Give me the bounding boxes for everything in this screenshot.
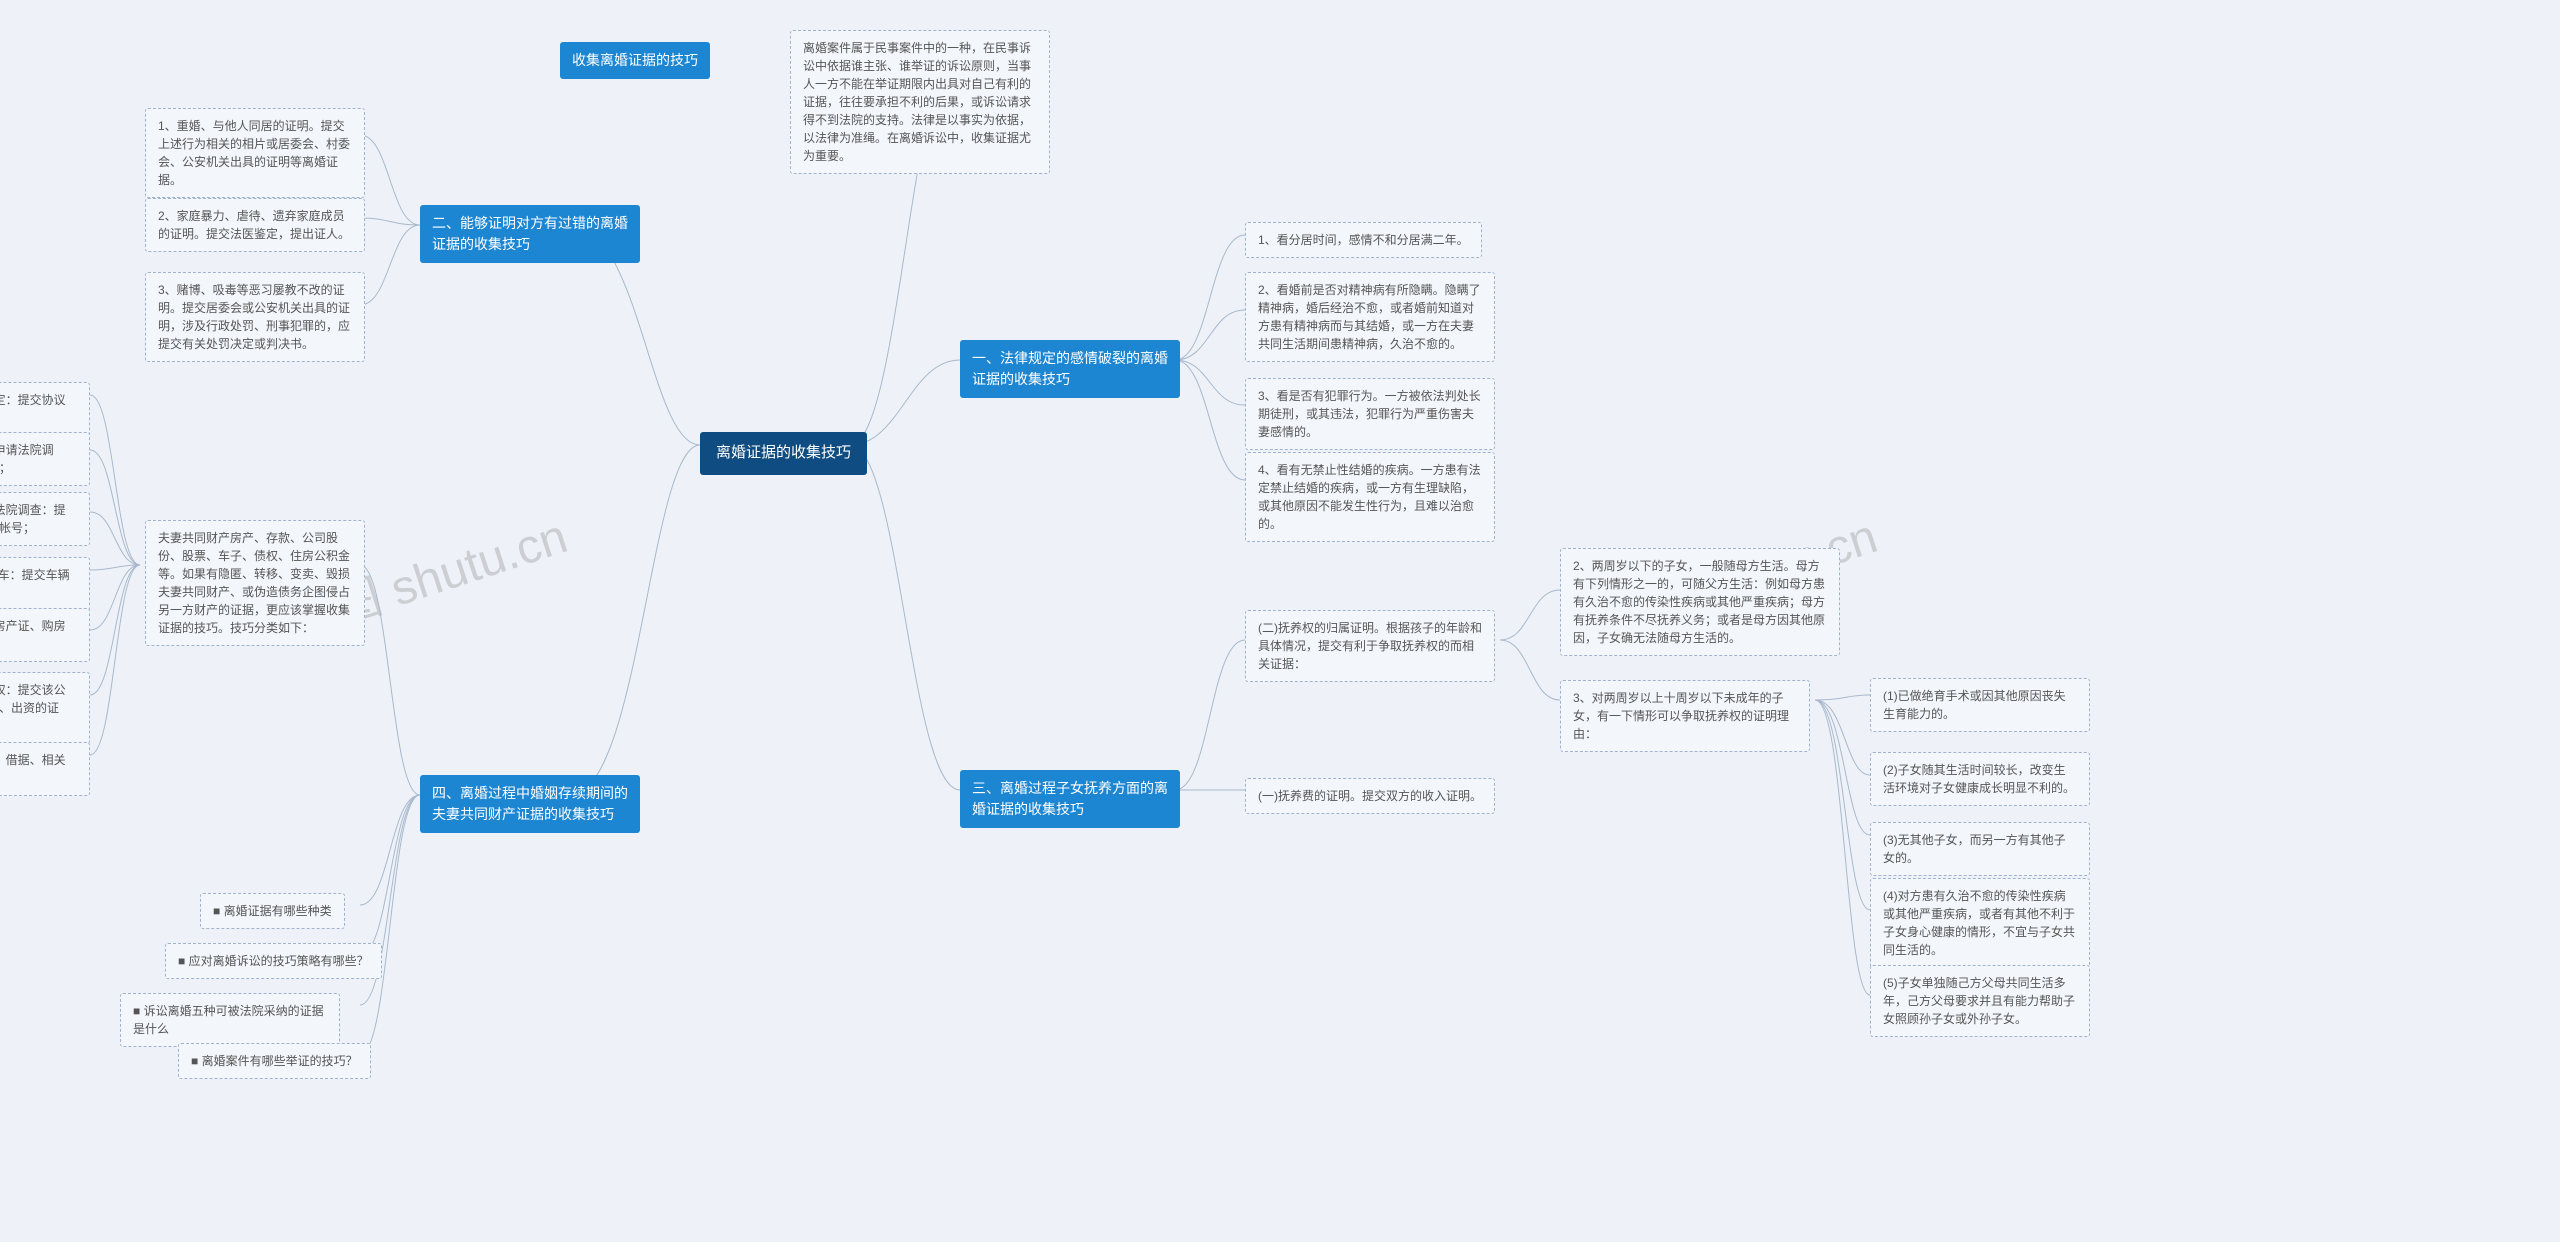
left-1-leaf-1: 2、家庭暴力、虐待、遗弃家庭成员的证明。提交法医鉴定，提出证人。: [145, 198, 365, 252]
right-2-0-1-sub-1: (2)子女随其生活时间较长，改变生活环境对子女健康成长明显不利的。: [1870, 752, 2090, 806]
right-1-leaf-1: 2、看婚前是否对精神病有所隐瞒。隐瞒了精神病，婚后经治不愈，或者婚前知道对方患有…: [1245, 272, 1495, 362]
right-2-0-1-sub-4: (5)子女单独随己方父母共同生活多年，己方父母要求并且有能力帮助子女照顾孙子女或…: [1870, 965, 2090, 1037]
right-0-leaf-0: 离婚案件属于民事案件中的一种，在民事诉讼中依据谁主张、谁举证的诉讼原则，当事人一…: [790, 30, 1050, 174]
left-2-leaf-4: ■ 离婚案件有哪些举证的技巧？: [178, 1043, 371, 1079]
left-2-0-sub-2: 3、有股票并申请法院调查：提交股东代码、资金帐号；: [0, 492, 90, 546]
right-branch-2[interactable]: 三、离婚过程子女抚养方面的离婚证据的收集技巧: [960, 770, 1180, 828]
left-branch-1[interactable]: 二、能够证明对方有过错的离婚证据的收集技巧: [420, 205, 640, 263]
left-2-leaf-0: 夫妻共同财产房产、存款、公司股份、股票、车子、债权、住房公积金等。如果有隐匿、转…: [145, 520, 365, 646]
right-1-leaf-3: 4、看有无禁止性结婚的疾病。一方患有法定禁止结婚的疾病，或一方有生理缺陷，或其他…: [1245, 452, 1495, 542]
root-node[interactable]: 离婚证据的收集技巧: [700, 432, 867, 475]
left-2-leaf-3: ■ 诉讼离婚五种可被法院采纳的证据是什么: [120, 993, 340, 1047]
left-1-leaf-0: 1、重婚、与他人同居的证明。提交上述行为相关的相片或居委会、村委会、公安机关出具…: [145, 108, 365, 198]
right-branch-0[interactable]: 收集离婚证据的技巧: [560, 42, 710, 79]
right-2-0-sub-1: 3、对两周岁以上十周岁以下未成年的子女，有一下情形可以争取抚养权的证明理由：: [1560, 680, 1810, 752]
right-2-0-1-sub-2: (3)无其他子女，而另一方有其他子女的。: [1870, 822, 2090, 876]
right-1-leaf-0: 1、看分居时间，感情不和分居满二年。: [1245, 222, 1482, 258]
left-2-0-sub-5: 6、在公司拥有股权：提交该公司的工商登记情况、出资的证明；: [0, 672, 90, 744]
right-2-0-1-sub-3: (4)对方患有久治不愈的传染性疾病或其他严重疾病，或者有其他不利于子女身心健康的…: [1870, 878, 2090, 968]
right-2-0-1-sub-0: (1)已做绝育手术或因其他原因丧失生育能力的。: [1870, 678, 2090, 732]
right-2-0-sub-0: 2、两周岁以下的子女，一般随母方生活。母方有下列情形之一的，可随父方生活：例如母…: [1560, 548, 1840, 656]
left-2-leaf-1: ■ 离婚证据有哪些种类: [200, 893, 345, 929]
left-2-0-sub-4: 5、有房产：提交房产证、购房合同、交款发票；: [0, 608, 90, 662]
left-2-leaf-2: ■ 应对离婚诉讼的技巧策略有哪些？: [165, 943, 382, 979]
left-2-0-sub-6: 7、有债权债务的：借据、相关的佐证证据。: [0, 742, 90, 796]
left-2-0-sub-0: 1、双方有财产约定：提交协议书；: [0, 382, 90, 436]
right-2-leaf-1: (一)抚养费的证明。提交双方的收入证明。: [1245, 778, 1495, 814]
right-branch-1[interactable]: 一、法律规定的感情破裂的离婚证据的收集技巧: [960, 340, 1180, 398]
left-2-0-sub-1: 2、有银行存款并申请法院调查：提交银行帐号；: [0, 432, 90, 486]
right-1-leaf-2: 3、看是否有犯罪行为。一方被依法判处长期徒刑，或其违法，犯罪行为严重伤害夫妻感情…: [1245, 378, 1495, 450]
right-2-leaf-0: (二)抚养权的归属证明。根据孩子的年龄和具体情况，提交有利于争取抚养权的而相关证…: [1245, 610, 1495, 682]
left-2-0-sub-3: 4、有机动车：提交车辆行驶证；: [0, 557, 90, 611]
left-1-leaf-2: 3、赌博、吸毒等恶习屡教不改的证明。提交居委会或公安机关出具的证明，涉及行政处罚…: [145, 272, 365, 362]
left-branch-2[interactable]: 四、离婚过程中婚姻存续期间的夫妻共同财产证据的收集技巧: [420, 775, 640, 833]
